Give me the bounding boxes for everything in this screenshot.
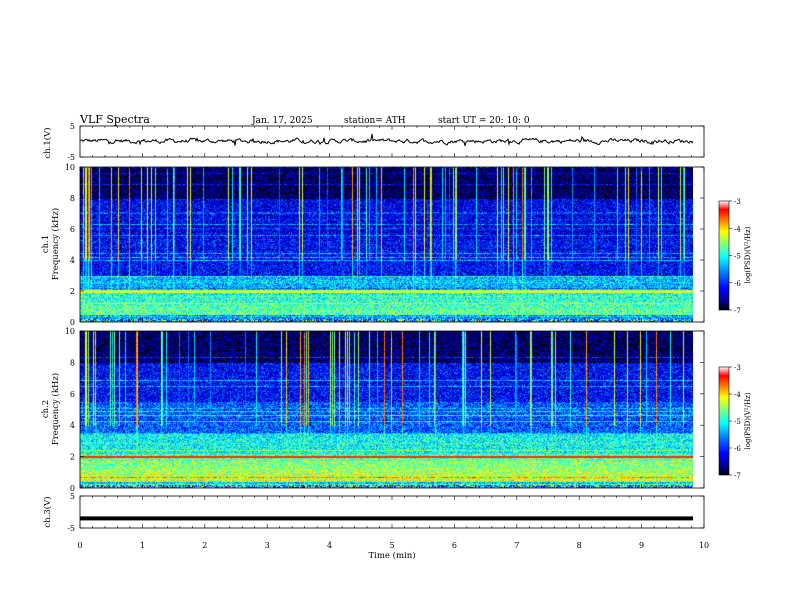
ch1-spectrogram-image [80, 167, 693, 322]
colorbar-tick-label: -7 [734, 307, 741, 315]
ch3-waveform-line [80, 516, 693, 521]
x-tick-label: 10 [699, 541, 709, 550]
ch2-spectrogram-ylabel-frequency: Frequency (kHz) [50, 373, 61, 445]
y-tick-label: 4 [70, 256, 75, 265]
colorbar-tick-label: -5 [734, 253, 741, 261]
y-tick-label: 8 [70, 358, 75, 367]
colorbar-tick-label: -3 [734, 198, 741, 206]
y-tick-label: -5 [67, 524, 75, 533]
x-tick-label: 8 [577, 541, 582, 550]
ch2-colorbar: -3 -4 -5 -6 -7 log(PSD)(V²/Hz) [718, 364, 752, 480]
colorbar-tick-label: -5 [734, 418, 741, 426]
x-tick-label: 9 [639, 541, 644, 550]
y-tick-label: -5 [67, 153, 75, 162]
colorbar-tick-label: -4 [734, 391, 741, 399]
y-tick-label: 5 [70, 492, 75, 501]
ch2-spectrogram-ylabel-channel: ch.2 [41, 400, 51, 418]
y-tick-label: 10 [65, 163, 75, 172]
x-tick-label: 6 [452, 541, 457, 550]
colorbar-tick-label: -6 [734, 280, 741, 288]
ch2-spectrogram-image [80, 331, 693, 488]
ch1-colorbar: -3 -4 -5 -6 -7 log(PSD)(V²/Hz) [718, 198, 752, 315]
y-tick-label: 8 [70, 194, 75, 203]
colorbar-tick-label: -6 [734, 445, 741, 453]
x-tick-label: 2 [202, 541, 207, 550]
ch1-waveform-ylabel: ch.1(V) [42, 127, 53, 158]
ch2-colorbar-label: log(PSD)(V²/Hz) [744, 392, 752, 449]
ch2-colorbar-scale [718, 366, 730, 476]
x-tick-label: 1 [140, 541, 145, 550]
x-axis-label: Time (min) [368, 550, 415, 561]
ch2-spectrogram-panel [79, 330, 705, 489]
ch1-colorbar-scale [718, 200, 730, 311]
colorbar-tick-label: -3 [734, 364, 741, 372]
y-tick-label: 2 [70, 287, 75, 296]
colorbar-tick-label: -4 [734, 225, 741, 233]
y-tick-label: 5 [70, 122, 75, 131]
x-tick-label: 7 [514, 541, 519, 550]
ch1-spectrogram-ylabel-frequency: Frequency (kHz) [50, 208, 61, 280]
y-tick-label: 0 [70, 484, 75, 493]
ch1-waveform-line [79, 133, 694, 147]
x-tick-label: 0 [77, 541, 82, 550]
y-tick-label: 2 [70, 453, 75, 462]
y-tick-label: 0 [70, 318, 75, 327]
ch1-spectrogram-panel [79, 166, 705, 323]
ch1-waveform-panel [79, 125, 705, 158]
header-start-time: start UT = 20: 10: 0 [438, 116, 530, 126]
ch3-waveform-frame [79, 495, 705, 529]
header-station: station= ATH [344, 116, 406, 126]
ch3-waveform-ylabel: ch.3(V) [42, 496, 53, 527]
y-tick-label: 10 [65, 327, 75, 336]
header-date: Jan. 17, 2025 [251, 116, 313, 126]
x-tick-label: 3 [265, 541, 270, 550]
x-tick-label: 4 [327, 541, 332, 550]
x-tick-label: 5 [389, 541, 394, 550]
y-tick-label: 6 [70, 225, 75, 234]
figure-title: VLF Spectra [79, 113, 150, 126]
y-tick-label: 4 [70, 421, 75, 430]
ch1-spectrogram-ylabel-channel: ch.1 [41, 235, 51, 253]
ch1-colorbar-label: log(PSD)(V²/Hz) [744, 226, 752, 283]
y-tick-label: 6 [70, 390, 75, 399]
colorbar-tick-label: -7 [734, 472, 741, 480]
ch3-waveform-panel [79, 495, 705, 529]
